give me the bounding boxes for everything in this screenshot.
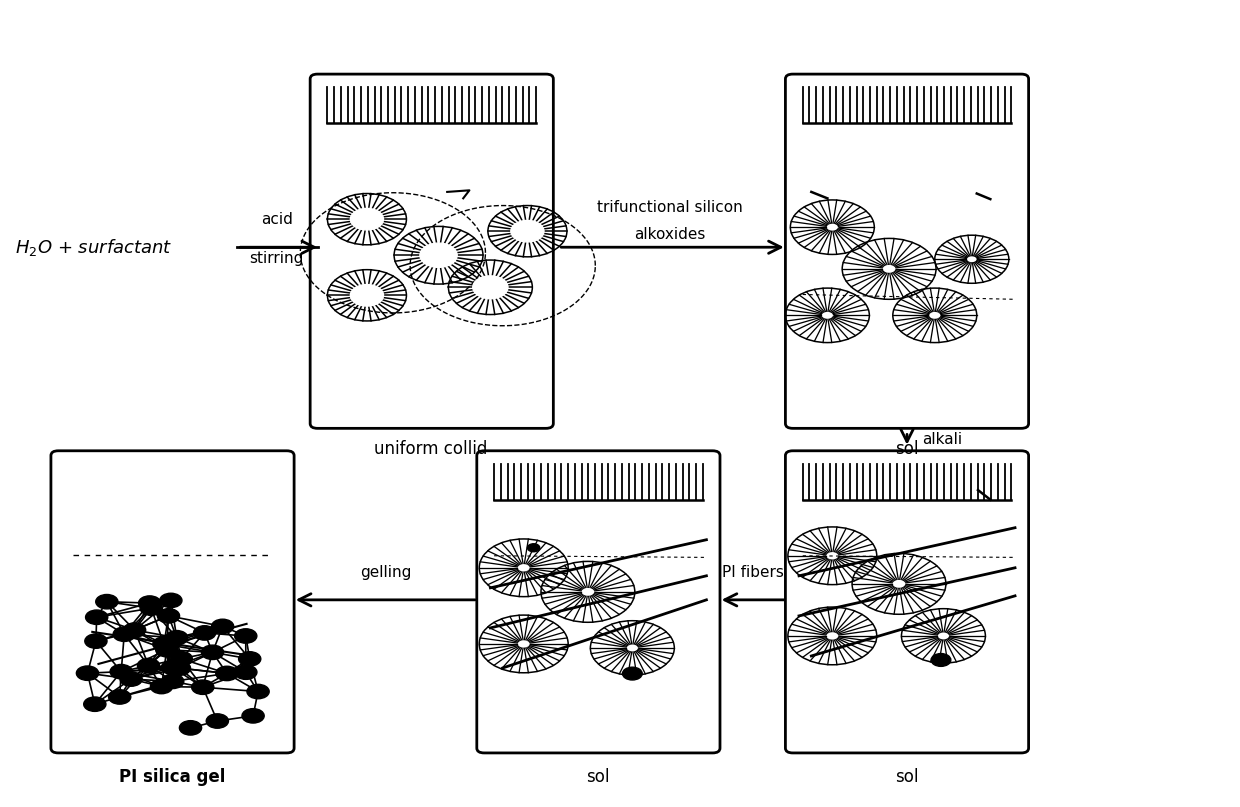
Circle shape [170, 651, 192, 666]
Circle shape [86, 610, 108, 625]
FancyBboxPatch shape [477, 451, 720, 753]
Circle shape [161, 660, 184, 675]
Circle shape [160, 593, 182, 608]
Text: stirring: stirring [249, 251, 304, 266]
Circle shape [234, 629, 257, 643]
Text: alkoxides: alkoxides [634, 227, 706, 241]
Circle shape [247, 684, 269, 699]
Text: sol: sol [587, 768, 610, 786]
Circle shape [84, 634, 107, 648]
Circle shape [511, 220, 544, 242]
Circle shape [622, 667, 642, 680]
Circle shape [113, 627, 135, 642]
Text: H$_2$O + surfactant: H$_2$O + surfactant [15, 236, 172, 257]
Circle shape [140, 601, 162, 616]
Circle shape [527, 544, 539, 552]
Circle shape [84, 697, 105, 712]
Circle shape [351, 285, 383, 306]
Circle shape [242, 709, 264, 723]
Text: PI silica gel: PI silica gel [119, 768, 226, 786]
Circle shape [120, 672, 143, 686]
Circle shape [124, 623, 146, 638]
Circle shape [234, 665, 257, 679]
Text: sol: sol [894, 440, 918, 458]
FancyBboxPatch shape [785, 451, 1029, 753]
Text: trifunctional silicon: trifunctional silicon [596, 200, 743, 215]
Circle shape [192, 680, 213, 694]
FancyBboxPatch shape [310, 74, 553, 429]
Circle shape [161, 674, 184, 688]
Circle shape [95, 595, 118, 609]
Circle shape [212, 619, 233, 633]
Circle shape [153, 637, 175, 651]
Text: uniform collid: uniform collid [374, 440, 487, 458]
Circle shape [206, 714, 228, 728]
Circle shape [169, 661, 191, 675]
Circle shape [166, 630, 187, 645]
Circle shape [931, 654, 951, 667]
FancyBboxPatch shape [51, 451, 294, 753]
Circle shape [110, 664, 133, 679]
Circle shape [139, 596, 161, 610]
Circle shape [472, 276, 508, 299]
Circle shape [201, 645, 223, 659]
Circle shape [156, 642, 177, 657]
Circle shape [351, 208, 383, 230]
Circle shape [180, 721, 202, 735]
Circle shape [216, 667, 238, 680]
Circle shape [238, 652, 260, 666]
Circle shape [150, 679, 172, 694]
Circle shape [109, 690, 130, 705]
Circle shape [157, 608, 180, 623]
Text: PI fibers: PI fibers [722, 565, 784, 579]
Text: sol: sol [894, 768, 918, 786]
FancyBboxPatch shape [785, 74, 1029, 429]
Circle shape [138, 659, 160, 673]
Circle shape [193, 625, 216, 640]
Circle shape [420, 243, 458, 267]
Text: gelling: gelling [360, 565, 412, 579]
Text: acid: acid [260, 212, 293, 228]
Text: alkali: alkali [921, 432, 962, 447]
Circle shape [77, 666, 99, 680]
